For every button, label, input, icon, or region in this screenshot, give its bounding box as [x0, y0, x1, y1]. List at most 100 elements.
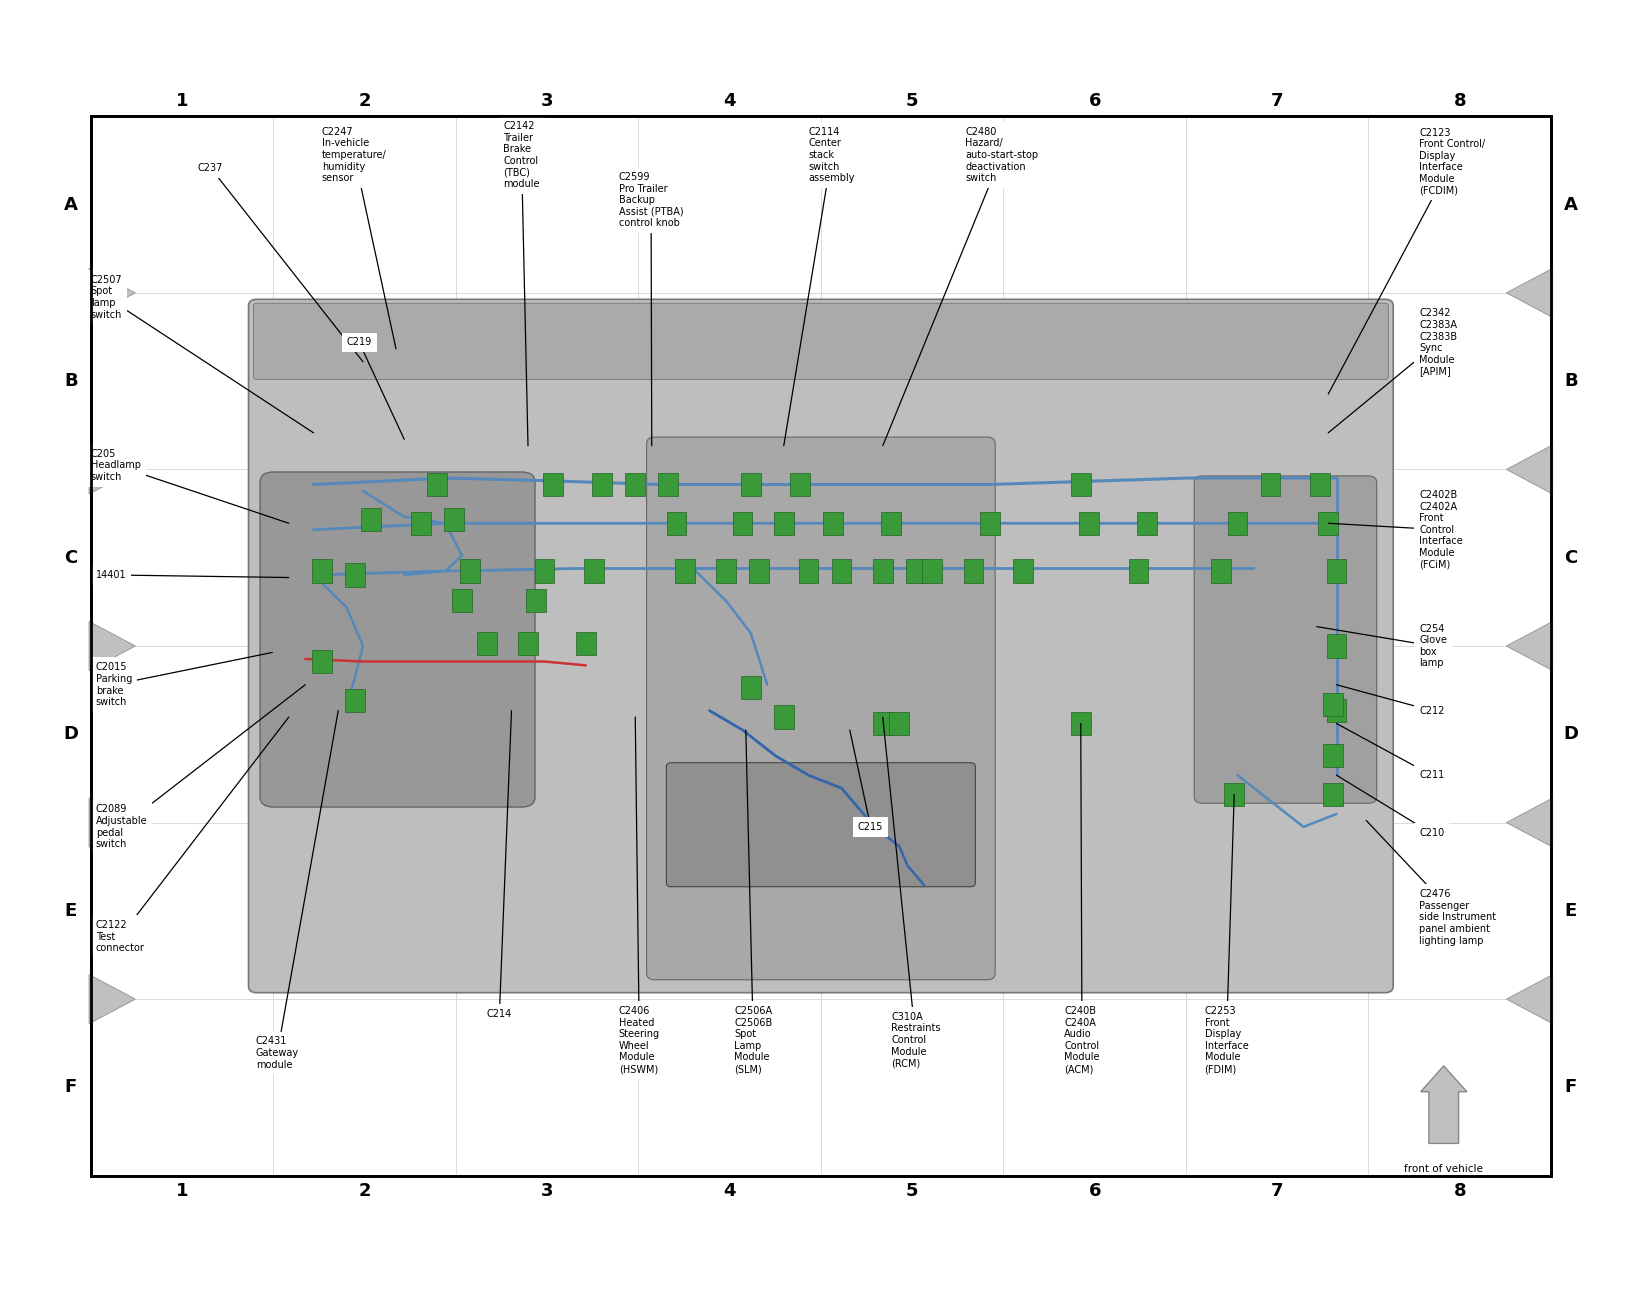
- Polygon shape: [89, 974, 135, 1023]
- Bar: [716, 559, 736, 583]
- Bar: [1323, 783, 1343, 806]
- Text: C214: C214: [487, 711, 512, 1019]
- Bar: [980, 512, 1000, 535]
- Bar: [1228, 512, 1247, 535]
- Text: C2506A
C2506B
Spot
Lamp
Module
(SLM): C2506A C2506B Spot Lamp Module (SLM): [734, 730, 772, 1074]
- Bar: [774, 512, 794, 535]
- Bar: [1071, 712, 1091, 735]
- Text: C240B
C240A
Audio
Control
Module
(ACM): C240B C240A Audio Control Module (ACM): [1064, 724, 1101, 1074]
- Text: C2247
In-vehicle
temperature/
humidity
sensor: C2247 In-vehicle temperature/ humidity s…: [322, 127, 396, 349]
- Bar: [345, 563, 365, 587]
- Bar: [741, 676, 761, 699]
- FancyBboxPatch shape: [667, 762, 975, 886]
- Polygon shape: [1506, 444, 1553, 494]
- Bar: [1129, 559, 1148, 583]
- Text: D: D: [1563, 725, 1579, 743]
- Text: 2: 2: [358, 1182, 371, 1200]
- Bar: [873, 712, 893, 735]
- Bar: [312, 559, 332, 583]
- Bar: [625, 473, 645, 496]
- Text: 1: 1: [177, 1182, 188, 1200]
- Text: C254
Glove
box
lamp: C254 Glove box lamp: [1317, 624, 1447, 668]
- Bar: [452, 589, 472, 612]
- Polygon shape: [1506, 621, 1553, 671]
- Text: 6: 6: [1089, 1182, 1101, 1200]
- Text: 3: 3: [541, 1182, 553, 1200]
- Polygon shape: [89, 621, 135, 671]
- Bar: [1071, 473, 1091, 496]
- Text: 8: 8: [1454, 92, 1467, 110]
- Text: C219: C219: [346, 337, 404, 439]
- Bar: [526, 589, 546, 612]
- Bar: [1318, 512, 1338, 535]
- Text: 1: 1: [177, 92, 188, 110]
- Bar: [1310, 473, 1330, 496]
- Bar: [584, 559, 604, 583]
- Text: 8: 8: [1454, 1182, 1467, 1200]
- Bar: [1224, 783, 1244, 806]
- Polygon shape: [1506, 269, 1553, 318]
- Text: A: A: [1564, 195, 1577, 213]
- Bar: [1327, 559, 1346, 583]
- Text: C2253
Front
Display
Interface
Module
(FDIM): C2253 Front Display Interface Module (FD…: [1204, 795, 1249, 1074]
- Text: E: E: [64, 902, 78, 920]
- Text: C2406
Heated
Steering
Wheel
Module
(HSWM): C2406 Heated Steering Wheel Module (HSWM…: [619, 717, 660, 1074]
- Bar: [749, 559, 769, 583]
- Text: C211: C211: [1336, 724, 1444, 780]
- Text: A: A: [64, 195, 78, 213]
- Polygon shape: [89, 444, 135, 494]
- Bar: [922, 559, 942, 583]
- Bar: [477, 632, 497, 655]
- Bar: [576, 632, 596, 655]
- Polygon shape: [89, 269, 135, 318]
- Bar: [741, 473, 761, 496]
- Text: C2089
Adjustable
pedal
switch: C2089 Adjustable pedal switch: [96, 685, 305, 849]
- Text: 7: 7: [1270, 92, 1284, 110]
- Bar: [1013, 559, 1033, 583]
- Text: C: C: [64, 549, 78, 567]
- Text: C237: C237: [198, 163, 363, 362]
- Bar: [1327, 634, 1346, 658]
- Bar: [889, 712, 909, 735]
- FancyBboxPatch shape: [1195, 475, 1376, 804]
- FancyBboxPatch shape: [261, 472, 535, 808]
- Text: 4: 4: [723, 1182, 736, 1200]
- Text: C2142
Trailer
Brake
Control
(TBC)
module: C2142 Trailer Brake Control (TBC) module: [503, 121, 540, 446]
- Bar: [790, 473, 810, 496]
- Text: C2342
C2383A
C2383B
Sync
Module
[APIM]: C2342 C2383A C2383B Sync Module [APIM]: [1328, 309, 1457, 433]
- Text: 5: 5: [906, 1182, 919, 1200]
- Text: C2114
Center
stack
switch
assembly: C2114 Center stack switch assembly: [784, 127, 855, 446]
- Bar: [675, 559, 695, 583]
- FancyBboxPatch shape: [647, 437, 995, 979]
- Text: C210: C210: [1336, 775, 1444, 839]
- Text: C2507
Spot
lamp
switch: C2507 Spot lamp switch: [91, 275, 314, 433]
- Bar: [1323, 693, 1343, 716]
- Bar: [592, 473, 612, 496]
- Text: C2122
Test
connector: C2122 Test connector: [96, 717, 289, 953]
- Text: B: B: [64, 372, 78, 390]
- Text: 3: 3: [541, 92, 553, 110]
- Text: C2476
Passenger
side Instrument
panel ambient
lighting lamp: C2476 Passenger side Instrument panel am…: [1366, 820, 1497, 946]
- Text: C2402B
C2402A
Front
Control
Interface
Module
(FCiM): C2402B C2402A Front Control Interface Mo…: [1328, 490, 1464, 570]
- Text: front of vehicle: front of vehicle: [1404, 1164, 1483, 1174]
- Bar: [312, 650, 332, 673]
- Bar: [411, 512, 431, 535]
- Text: 14401: 14401: [96, 570, 289, 580]
- Bar: [774, 705, 794, 729]
- Text: F: F: [1564, 1079, 1577, 1097]
- Bar: [799, 559, 818, 583]
- Text: C: C: [1564, 549, 1577, 567]
- FancyBboxPatch shape: [249, 300, 1393, 992]
- Text: C310A
Restraints
Control
Module
(RCM): C310A Restraints Control Module (RCM): [883, 717, 940, 1068]
- Text: C2431
Gateway
module: C2431 Gateway module: [256, 711, 338, 1070]
- Bar: [460, 559, 480, 583]
- Polygon shape: [1506, 974, 1553, 1023]
- Polygon shape: [1506, 798, 1553, 848]
- Bar: [733, 512, 752, 535]
- Bar: [91, 116, 1551, 1176]
- Text: C2480
Hazard/
auto-start-stop
deactivation
switch: C2480 Hazard/ auto-start-stop deactivati…: [883, 127, 1038, 446]
- Text: C2123
Front Control/
Display
Interface
Module
(FCDIM): C2123 Front Control/ Display Interface M…: [1328, 128, 1485, 394]
- Bar: [1211, 559, 1231, 583]
- Text: 4: 4: [723, 92, 736, 110]
- Bar: [518, 632, 538, 655]
